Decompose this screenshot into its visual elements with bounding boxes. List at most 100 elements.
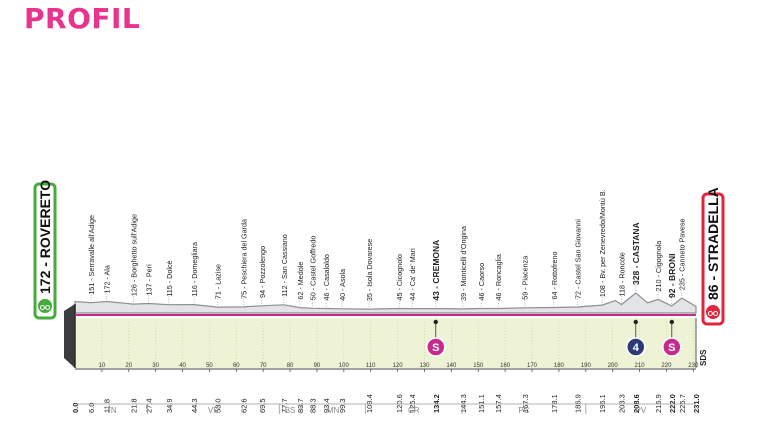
finish-name-label: 86 - STRADELLA — [705, 187, 721, 300]
place-label: 172 - Ala — [103, 265, 112, 293]
place-label: 35 - Isola Dovarese — [365, 239, 374, 301]
km-label: 6.0 — [87, 403, 96, 413]
marker-dot — [669, 319, 675, 325]
place-label: 108 - Bv. per Zenevredo/Montù B. — [598, 189, 607, 297]
marker-symbol: 4 — [633, 342, 640, 354]
place-label: 94 - Pozzolengo — [258, 246, 267, 298]
x-tick-label: 110 — [366, 363, 376, 369]
start-name-label: 172 - ROVERETO — [37, 180, 53, 294]
start-bike-icon — [38, 299, 52, 313]
marker-dot — [433, 319, 438, 325]
place-label: 64 - Rottofreno — [550, 252, 559, 300]
start-bike-wheel — [45, 305, 51, 310]
start-altitude: 172 - — [37, 258, 53, 294]
x-tick-label: 70 — [260, 363, 267, 369]
x-tick-label: 20 — [125, 363, 132, 369]
x-tick-label: 230 — [688, 363, 699, 369]
place-label: 75 - Peschiera del Garda — [239, 219, 248, 299]
x-tick-label: 120 — [393, 363, 404, 369]
x-tick-label: 60 — [233, 363, 240, 369]
place-label: 115 - Dolcè — [165, 260, 174, 296]
km-label: 27.4 — [145, 398, 154, 413]
finish-box — [701, 192, 725, 326]
x-tick-label: 160 — [500, 363, 511, 369]
finish-name: STRADELLA — [705, 187, 721, 272]
page-title: PROFIL — [24, 2, 141, 35]
x-tick-label: 190 — [581, 363, 592, 369]
elevation-area — [74, 292, 697, 314]
place-label: 118 - Roncole — [618, 252, 627, 296]
place-label: 40 - Asola — [338, 269, 347, 301]
finish-bike-wheel — [707, 311, 713, 316]
x-tick-label: 30 — [152, 363, 159, 369]
region-label: TN — [106, 406, 117, 415]
place-label: 92 - BRONI — [667, 254, 677, 298]
finish-km-label: 231.0 — [692, 394, 701, 413]
x-tick-label: 170 — [527, 363, 538, 369]
x-tick-label: 10 — [99, 363, 106, 369]
place-label: 72 - Castel San Giovanni — [573, 219, 582, 299]
place-label: 46 - Roncaglia — [494, 254, 503, 300]
start-name: ROVERETO — [37, 180, 53, 258]
km-label: 21.8 — [130, 398, 139, 413]
km-label: 62.6 — [239, 398, 248, 413]
kom-marker — [626, 337, 646, 357]
finish-bike-wheel — [713, 311, 719, 316]
km-label: 99.3 — [338, 398, 347, 413]
marker-dot — [633, 319, 638, 325]
place-label: 59 - Piacenza — [521, 256, 530, 300]
place-label: 151 - Serravalle all'Adige — [87, 215, 96, 295]
place-label: 235 - Canneto Pavese — [678, 219, 687, 291]
x-tick-label: 130 — [419, 363, 430, 369]
x-tick-label: 100 — [339, 363, 350, 369]
place-label: 71 - Lazise — [213, 264, 222, 299]
start-wall — [64, 304, 75, 368]
x-tick-label: 140 — [446, 363, 457, 369]
x-tick-label: 180 — [554, 363, 565, 369]
marker-symbol: S — [432, 342, 439, 354]
place-label: 112 - San Cassiano — [280, 234, 289, 297]
region-label: PV — [636, 406, 647, 415]
km-label: 34.9 — [165, 398, 174, 413]
place-label: 328 - CASTANA — [631, 222, 641, 285]
km-label: 44.3 — [190, 398, 199, 413]
x-tick-label: 40 — [179, 363, 186, 369]
x-tick-label: 90 — [314, 363, 321, 369]
place-label: 46 - Casaloldo — [322, 254, 331, 300]
sprint-marker — [662, 337, 682, 357]
place-label: 126 - Borghetto sull'Adige — [130, 214, 139, 296]
place-label: 116 - Domegliara — [190, 242, 199, 297]
region-label: MN — [327, 406, 340, 415]
place-label: 39 - Monticelli d'Ongina — [459, 226, 468, 301]
place-label: 43 - CREMONA — [431, 240, 441, 301]
region-label: VR — [208, 406, 219, 415]
finish-bike-icon — [706, 305, 720, 319]
sprint-marker — [426, 337, 446, 357]
x-tick-label: 210 — [635, 363, 646, 369]
km-label: 88.3 — [308, 398, 317, 413]
km-label: 77.7 — [280, 398, 289, 413]
place-label: 50 - Castel Goffredo — [308, 236, 317, 301]
x-tick-label: 80 — [287, 363, 294, 369]
x-tick-label: 50 — [206, 363, 213, 369]
place-label: 137 - Peri — [145, 264, 154, 296]
place-label: 210 - Cigognola — [654, 241, 663, 292]
x-tick-label: 200 — [608, 363, 619, 369]
sds-label: SDS — [699, 349, 708, 366]
plain-band — [75, 318, 696, 368]
start-bike-wheel — [39, 305, 45, 310]
start-km-label: 0.0 — [71, 403, 80, 413]
finish-altitude: 86 - — [705, 272, 721, 300]
km-label: 11.8 — [103, 399, 112, 413]
region-label: PC — [518, 406, 529, 415]
start-box — [33, 182, 57, 320]
km-label: 53.0 — [213, 398, 222, 413]
place-label: 45 - Cicognolo — [395, 254, 404, 300]
region-label: BS — [285, 406, 296, 415]
place-label: 62 - Medole — [296, 262, 305, 300]
place-label: 44 - Ca' de' Mari — [408, 248, 417, 301]
km-label: 93.4 — [322, 398, 331, 413]
x-tick-label: 220 — [661, 363, 672, 369]
place-label: 46 - Caorso — [477, 263, 486, 301]
